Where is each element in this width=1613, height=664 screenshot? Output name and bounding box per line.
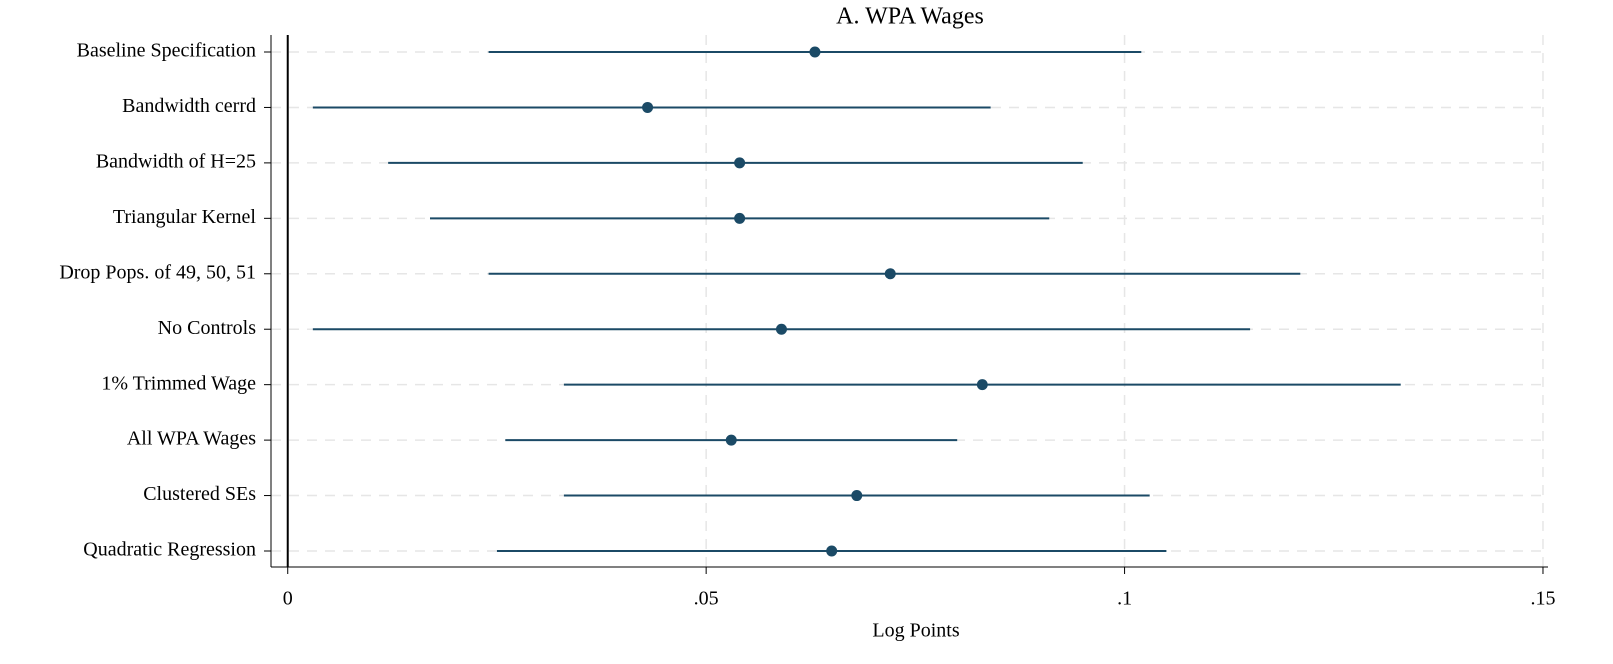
x-tick-label: .05 xyxy=(694,588,719,610)
y-tick-label: Bandwidth of H=25 xyxy=(96,150,256,172)
point-estimate xyxy=(775,323,787,335)
x-tick-label: .15 xyxy=(1530,588,1555,610)
y-tick-label: Drop Pops. of 49, 50, 51 xyxy=(59,261,256,283)
y-tick-label: Clustered SEs xyxy=(143,483,256,505)
y-tick-label: No Controls xyxy=(158,317,257,339)
x-tick-label: .1 xyxy=(1117,588,1132,610)
x-tick-label: 0 xyxy=(283,588,293,610)
y-tick-label: Baseline Specification xyxy=(77,40,256,62)
point-estimate xyxy=(884,268,896,280)
point-estimate xyxy=(851,490,863,502)
point-estimate xyxy=(976,379,988,391)
y-tick-label: Quadratic Regression xyxy=(83,539,256,561)
point-estimate xyxy=(809,46,821,58)
point-estimate xyxy=(734,212,746,224)
y-tick-label: Triangular Kernel xyxy=(113,206,257,228)
x-axis-label: Log Points xyxy=(872,620,959,642)
point-estimate xyxy=(734,157,746,169)
y-tick-label: Bandwidth cerrd xyxy=(122,95,256,117)
y-tick-label: All WPA Wages xyxy=(127,428,256,450)
point-estimate xyxy=(725,434,737,446)
point-estimate xyxy=(826,545,838,557)
y-tick-label: 1% Trimmed Wage xyxy=(101,372,256,394)
point-estimate xyxy=(642,101,654,113)
chart-title: A. WPA Wages xyxy=(836,4,984,30)
